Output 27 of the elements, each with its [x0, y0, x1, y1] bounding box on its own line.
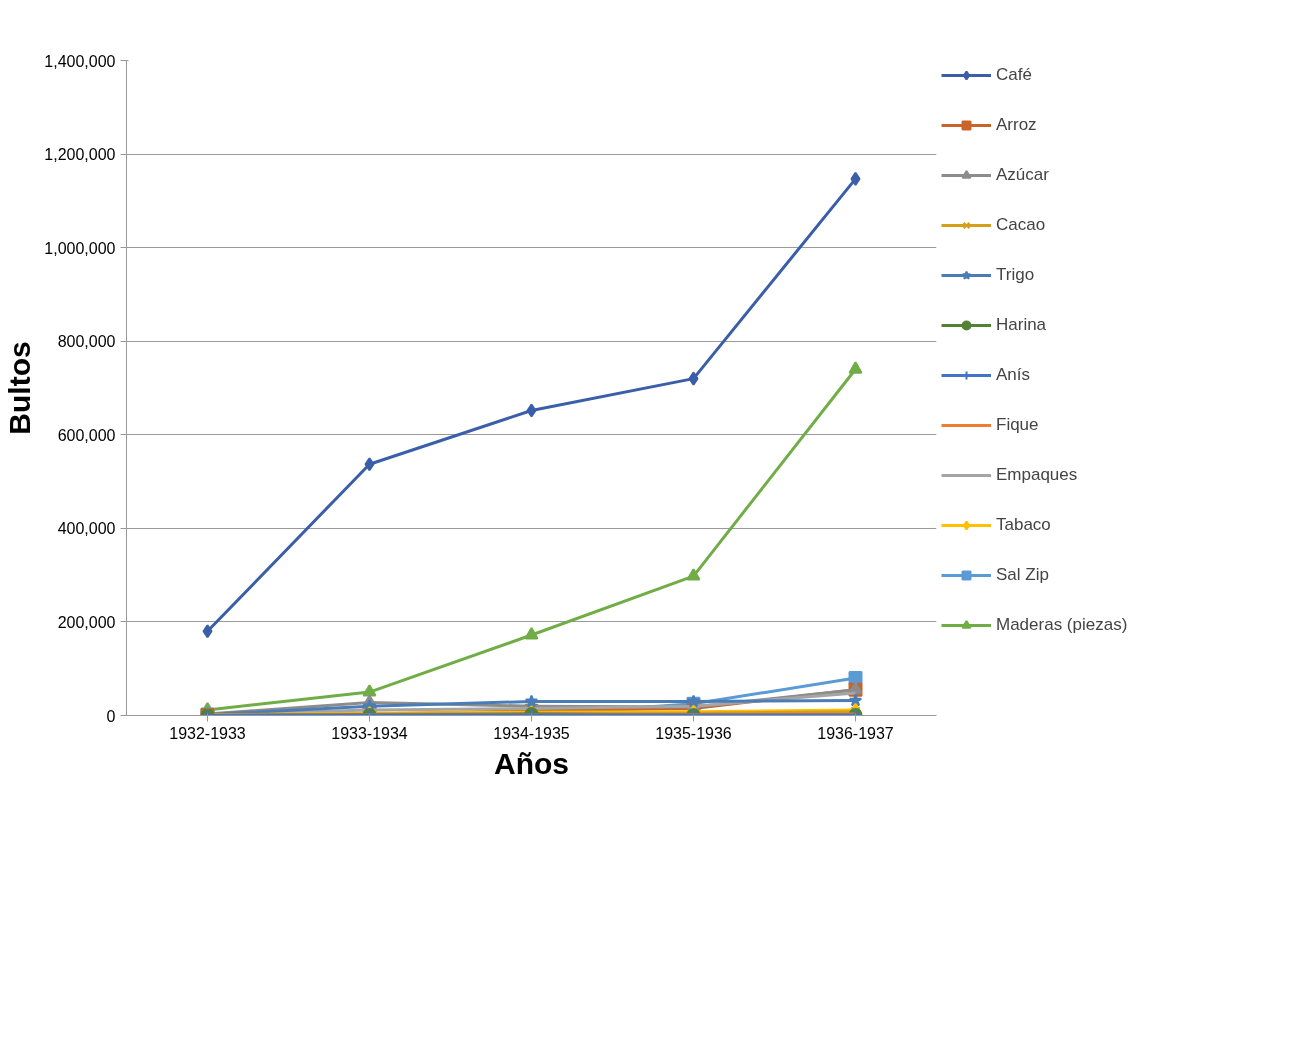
x-tick-label: 1934-1935: [493, 724, 570, 742]
y-tick-label: 200,000: [57, 613, 116, 631]
legend-label: Tabaco: [996, 515, 1051, 535]
y-tick-label: 800,000: [57, 333, 116, 351]
legend-label: Trigo: [996, 265, 1035, 285]
y-tick-label: 1,400,000: [44, 52, 116, 70]
legend-label: Azúcar: [996, 165, 1049, 185]
x-axis-title: Años: [494, 746, 569, 780]
x-tick-label: 1936-1937: [817, 724, 894, 742]
legend-label: Fique: [996, 415, 1039, 435]
x-tick-label: 1932-1933: [169, 724, 246, 742]
y-tick-label: 1,000,000: [44, 239, 116, 257]
y-axis-title: Bultos: [3, 341, 37, 435]
legend-label: Café: [996, 65, 1032, 85]
x-tick-label: 1933-1934: [331, 724, 408, 742]
y-tick-label: 600,000: [57, 426, 116, 444]
legend-label: Anís: [996, 365, 1031, 385]
legend-label: Arroz: [996, 115, 1037, 135]
legend-label: Empaques: [996, 465, 1078, 485]
y-tick-label: 400,000: [57, 520, 116, 538]
y-tick-label: 1,200,000: [44, 146, 116, 164]
legend-label: Cacao: [996, 215, 1046, 235]
legend-label: Sal Zip: [996, 565, 1049, 585]
x-tick-label: 1935-1936: [655, 724, 732, 742]
legend-label: Maderas (piezas): [996, 615, 1128, 635]
legend-label: Harina: [996, 315, 1047, 335]
y-tick-label: 0: [106, 707, 116, 725]
